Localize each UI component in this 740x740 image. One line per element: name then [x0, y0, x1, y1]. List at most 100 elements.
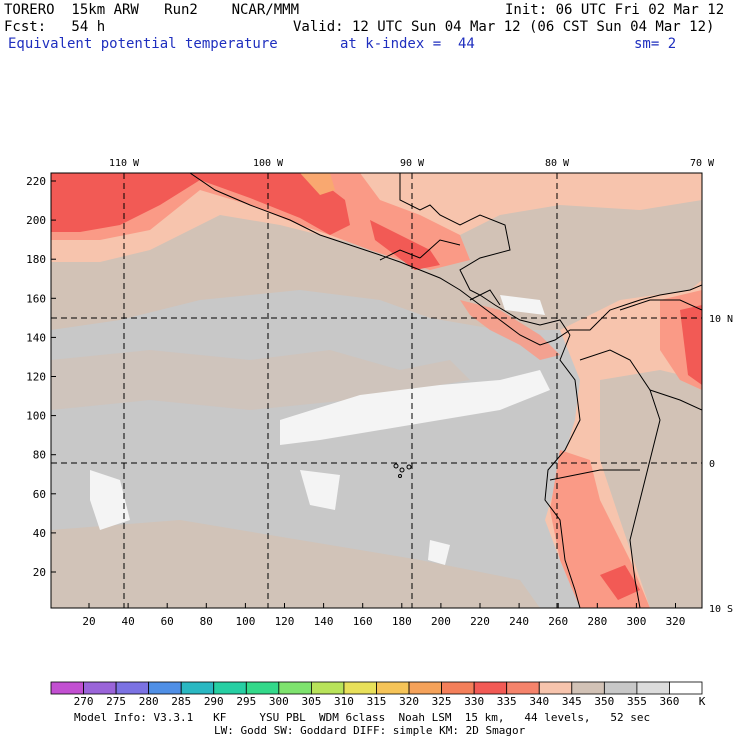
longitude-label: 100 W	[253, 158, 284, 169]
yucatan-caribbean-coast	[399, 173, 571, 336]
axis-ticks	[51, 180, 676, 608]
colorbar-swatch	[310, 681, 345, 695]
y-tick-label: 200	[26, 214, 46, 227]
colorbar-swatch	[213, 681, 247, 695]
colorbar-swatch	[148, 681, 182, 695]
pacific-coast-north	[189, 173, 702, 346]
colorbar-label: 295	[236, 695, 256, 708]
x-tick-label: 300	[626, 615, 646, 628]
colorbar-label: 305	[301, 695, 321, 708]
red-core-peru	[600, 565, 640, 600]
galapagos-island-2	[399, 467, 405, 473]
border-colombia	[649, 389, 702, 411]
colorbar-swatch	[408, 681, 442, 695]
x-tick-label: 220	[470, 615, 490, 628]
colorbar-label: 350	[594, 695, 614, 708]
colorbar-swatch	[343, 681, 377, 695]
south-america-pacific-coast	[544, 334, 581, 608]
colorbar-swatch	[441, 681, 475, 695]
border-honduras	[419, 239, 461, 259]
colorbar-swatch	[83, 681, 117, 695]
colorbar	[50, 681, 703, 695]
x-tick-label: 20	[82, 615, 95, 628]
x-tick-label: 140	[314, 615, 334, 628]
latitude-label: 10 N	[709, 314, 733, 325]
longitude-label: 110 W	[109, 158, 140, 169]
orange-patch	[300, 173, 335, 195]
colorbar-label: 285	[171, 695, 191, 708]
andes-border-1	[579, 349, 661, 608]
latitude-label: 10 S	[709, 604, 733, 615]
map-frame	[50, 172, 703, 609]
y-tick-label: 220	[26, 175, 46, 188]
white-patch-south	[300, 470, 340, 510]
x-tick-label: 60	[161, 615, 174, 628]
galapagos-island-1	[393, 463, 399, 469]
y-tick-label: 120	[26, 371, 46, 384]
colorbar-swatch	[571, 681, 605, 695]
gridlines	[51, 173, 702, 608]
x-tick-label: 160	[353, 615, 373, 628]
colorbar-label: 360	[660, 695, 680, 708]
x-tick-label: 180	[392, 615, 412, 628]
x-tick-label: 40	[121, 615, 134, 628]
y-tick-label: 140	[26, 331, 46, 344]
level-index: at k-index = 44	[340, 36, 475, 52]
white-patch-small	[428, 540, 450, 565]
colorbar-swatch	[278, 681, 312, 695]
colorbar-label: 270	[74, 695, 94, 708]
init-time: Init: 06 UTC Fri 02 Mar 12	[505, 2, 725, 18]
red-core-venezuela	[680, 305, 702, 385]
colorbar-swatch	[50, 681, 84, 695]
geo-labels: 110 W 100 W 90 W 80 W 70 W 10 N 0 10 S	[109, 158, 733, 615]
colorbar-label: 335	[497, 695, 517, 708]
galapagos-island-4	[398, 474, 402, 478]
red-core-guatemala	[370, 220, 440, 270]
salmon-central-america	[460, 300, 560, 360]
border-guatemala	[379, 249, 421, 261]
border-venezuela	[619, 299, 702, 311]
colorbar-unit: K	[699, 695, 706, 708]
white-patch-caribbean	[500, 295, 545, 315]
model-info: Model Info: V3.3.1 KF YSU PBL WDM 6class…	[74, 711, 651, 724]
colorbar-swatch	[180, 681, 215, 695]
y-tick-label: 60	[33, 488, 46, 501]
colorbar-swatch	[245, 681, 280, 695]
colorbar-swatch	[603, 681, 638, 695]
colorbar-swatch	[115, 681, 150, 695]
latitude-label: 0	[709, 459, 715, 470]
y-tick-label: 180	[26, 253, 46, 266]
x-tick-label: 240	[509, 615, 529, 628]
tan-andes-east	[600, 370, 702, 608]
colorbar-swatch	[669, 681, 703, 695]
colorbar-label: 325	[432, 695, 452, 708]
y-tick-label: 20	[33, 566, 46, 579]
coastlines	[189, 173, 702, 608]
smoothing: sm= 2	[634, 36, 677, 52]
x-tick-label: 320	[666, 615, 686, 628]
colorbar-swatch	[376, 681, 410, 695]
colorbar-label: 280	[139, 695, 159, 708]
colorbar-swatch	[538, 681, 573, 695]
colorbar-label: 310	[334, 695, 354, 708]
y-tick-label: 40	[33, 527, 46, 540]
colorbar-label: 345	[562, 695, 582, 708]
galapagos-island-3	[406, 464, 412, 470]
model-physics: LW: Godd SW: Goddard DIFF: simple KM: 2D…	[214, 724, 526, 737]
galapagos	[393, 463, 412, 478]
colorbar-swatch	[506, 681, 540, 695]
colorbar-labels: 270 275 280 285 290 295 300 305 310 315 320 325 330 3…	[74, 695, 706, 708]
forecast-hour: Fcst: 54 h	[4, 19, 106, 35]
colorbar-label: 330	[464, 695, 484, 708]
model-title: TORERO 15km ARW Run2 NCAR/MMM	[4, 2, 300, 18]
field-name: Equivalent potential temperature	[8, 36, 278, 52]
tan-region-south	[51, 520, 540, 608]
longitude-label: 90 W	[400, 158, 425, 169]
colorbar-label: 315	[367, 695, 387, 708]
x-tick-label: 80	[200, 615, 213, 628]
longitude-label: 80 W	[545, 158, 570, 169]
x-tick-label: 100	[235, 615, 255, 628]
x-tick-label: 200	[431, 615, 451, 628]
colorbar-label: 320	[399, 695, 419, 708]
